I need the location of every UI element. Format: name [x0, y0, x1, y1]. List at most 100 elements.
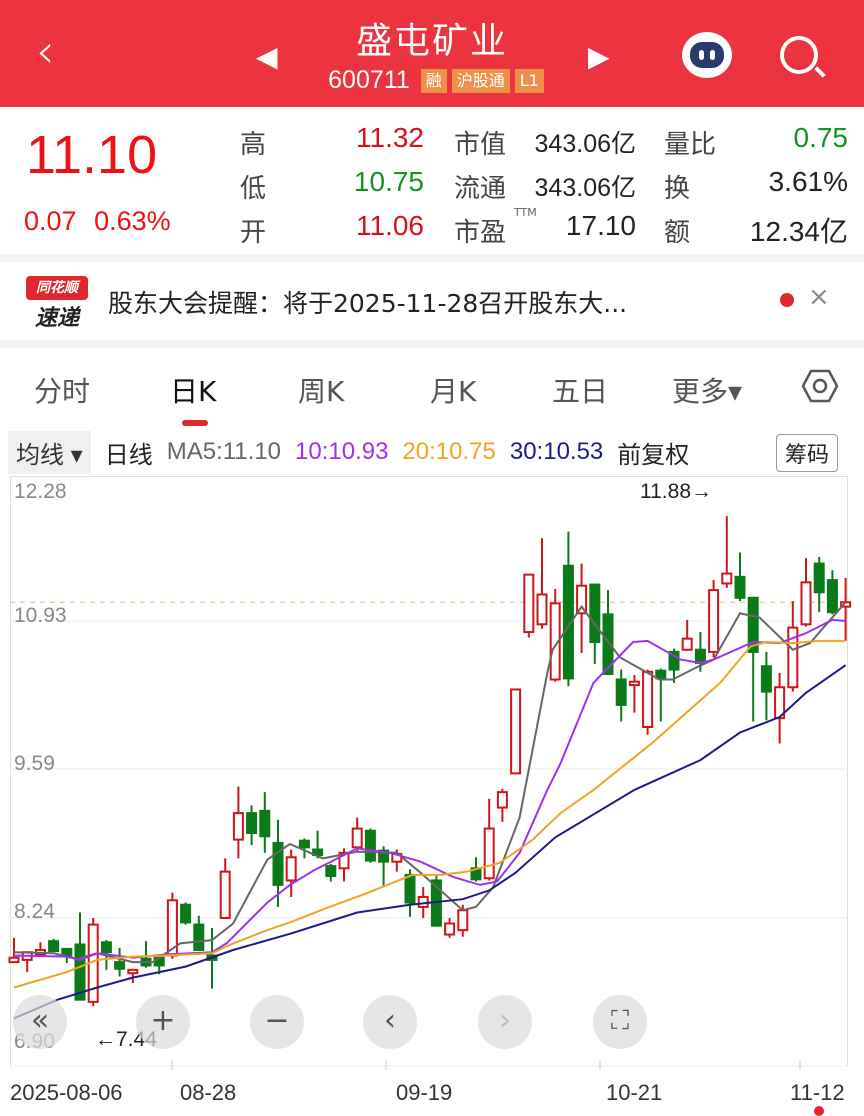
ma20-value: 20:10.75 — [402, 438, 496, 465]
candle-down — [48, 940, 60, 953]
candle-up — [483, 827, 495, 880]
candle-down — [694, 648, 706, 664]
candle-down — [826, 579, 838, 614]
candle-up — [510, 688, 522, 775]
divider — [0, 254, 864, 262]
tab-weekly-k[interactable]: 周K — [298, 375, 345, 408]
news-logo: 同花顺 速递 — [26, 276, 88, 332]
adjust-mode[interactable]: 前复权 — [617, 441, 690, 469]
open-value: 11.06 — [356, 210, 424, 241]
candle-down — [747, 596, 759, 653]
back-button[interactable]: ‹ — [36, 24, 55, 78]
ma30-line — [13, 664, 847, 1020]
news-text[interactable]: 股东大会提醒：将于2025-11-28召开股东大... — [108, 289, 628, 318]
robot-icon[interactable] — [682, 32, 732, 78]
zoom-out-icon[interactable]: − — [250, 995, 304, 1049]
x-tick: 11-12 — [790, 1080, 845, 1105]
candle-down — [114, 961, 126, 970]
candle-down — [61, 947, 73, 957]
settings-icon[interactable] — [802, 368, 838, 404]
turnover-label: 换 — [664, 174, 691, 204]
low-label: 低 — [240, 174, 267, 204]
pe-value: 17.10 — [565, 210, 636, 241]
close-icon[interactable]: × — [808, 282, 830, 312]
next-stock-button[interactable]: ▶ — [588, 40, 610, 73]
change-value: 0.07 — [24, 206, 77, 236]
stock-name: 盛屯矿业 — [355, 21, 508, 62]
high-marker: 11.88→ — [640, 480, 712, 503]
indicator-dropdown[interactable]: 均线 ▾ — [8, 430, 91, 474]
float-cap-label: 流通 — [454, 174, 507, 204]
candle-up — [496, 791, 508, 809]
amount-label: 额 — [664, 218, 691, 248]
logo-bottom: 速递 — [34, 306, 79, 331]
candle-down — [813, 562, 825, 594]
x-tick: 2025-08-06 — [10, 1080, 123, 1105]
ma-legend: 均线 ▾ 日线 MA5:11.10 10:10.93 20:10.75 30:1… — [0, 430, 864, 474]
candle-up — [787, 626, 799, 689]
float-cap-value: 343.06亿 — [534, 174, 636, 202]
candle-down — [180, 903, 192, 924]
y-tick: 12.28 — [14, 480, 67, 503]
candle-up — [536, 593, 548, 626]
candle-up — [219, 870, 231, 919]
fullscreen-icon[interactable]: ⛶ — [593, 995, 647, 1049]
connect-tag: 沪股通 — [451, 68, 510, 93]
y-tick: 10.93 — [14, 604, 67, 627]
low-value: 10.75 — [353, 166, 424, 197]
candle-up — [457, 909, 469, 932]
tab-five-day[interactable]: 五日 — [552, 375, 609, 408]
chevron-left-icon[interactable]: ‹ — [363, 995, 417, 1049]
divider — [0, 340, 864, 348]
tab-more[interactable]: 更多▾ — [672, 375, 743, 408]
ma10-value: 10:10.93 — [295, 438, 389, 465]
candle-up — [523, 573, 535, 634]
prev-stock-button[interactable]: ◀ — [256, 40, 278, 73]
turnover-value: 3.61% — [768, 166, 848, 197]
margin-tag: 融 — [420, 68, 447, 93]
candle-down — [562, 564, 574, 680]
candle-up — [642, 670, 654, 728]
period-label: 日线 — [104, 441, 153, 469]
candle-up — [774, 686, 786, 720]
high-label: 高 — [240, 130, 267, 160]
candle-down — [589, 583, 601, 643]
chips-button[interactable]: 筹码 — [775, 434, 838, 472]
y-tick: 8.24 — [14, 900, 55, 923]
zoom-in-icon[interactable]: + — [136, 995, 190, 1049]
candle-up — [232, 812, 244, 841]
amount-value: 12.34亿 — [749, 216, 848, 247]
y-tick: 9.59 — [14, 752, 55, 775]
notification-dot-icon — [814, 1106, 824, 1116]
x-tick: 10-21 — [606, 1080, 663, 1105]
candle-down — [615, 678, 627, 706]
double-chevron-left-icon[interactable]: « — [13, 995, 67, 1049]
tab-daily-k[interactable]: 日K — [170, 375, 217, 408]
candle-up — [721, 572, 733, 585]
search-icon[interactable] — [780, 36, 818, 74]
candle-up — [800, 581, 812, 626]
tab-monthly-k[interactable]: 月K — [430, 375, 477, 408]
candle-down — [272, 841, 284, 886]
last-price: 11.10 — [26, 125, 158, 185]
price-change: 0.07 0.63% — [24, 206, 171, 237]
candle-down — [668, 650, 680, 671]
tab-intraday[interactable]: 分时 — [34, 375, 91, 408]
pe-label: 市盈 — [454, 218, 507, 248]
volume-ratio-value: 0.75 — [793, 122, 849, 153]
candle-down — [100, 941, 112, 954]
candle-down — [246, 812, 258, 834]
candle-up — [681, 637, 693, 651]
active-tab-indicator — [182, 420, 208, 426]
candle-down — [74, 943, 86, 1001]
chevron-right-icon[interactable]: › — [478, 995, 532, 1049]
candle-up — [127, 968, 139, 975]
kline-chart[interactable] — [0, 475, 864, 1075]
candle-down — [404, 873, 416, 904]
candle-up — [351, 827, 363, 849]
candle-up — [708, 589, 720, 653]
candle-down — [734, 575, 746, 599]
candle-down — [364, 829, 376, 862]
candle-down — [298, 839, 310, 849]
candle-down — [325, 865, 337, 878]
